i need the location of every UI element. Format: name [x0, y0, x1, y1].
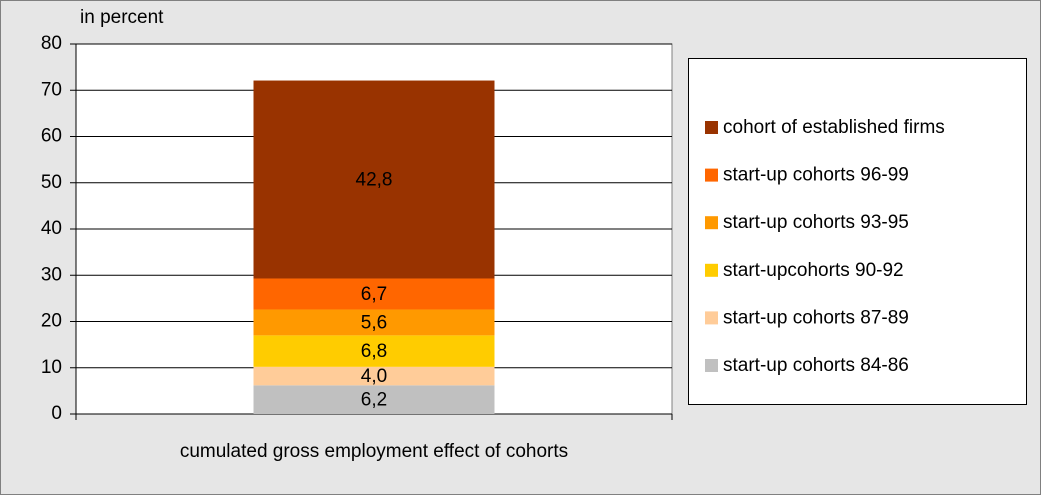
y-tick-label: 70 — [41, 79, 62, 100]
legend-swatch — [705, 168, 718, 182]
y-tick-label: 10 — [41, 357, 62, 378]
y-tick-label: 0 — [51, 403, 62, 424]
bar-segment — [253, 385, 495, 414]
legend-swatch — [705, 359, 718, 372]
bar-segment — [253, 366, 495, 386]
y-tick-label: 40 — [41, 218, 62, 239]
legend-label: start-up cohorts 93-95 — [723, 212, 909, 233]
legend — [688, 58, 1027, 405]
legend-label: start-up cohorts 84-86 — [723, 355, 909, 376]
data-label: 6,8 — [361, 341, 387, 362]
bar-segment — [253, 80, 495, 279]
data-label: 42,8 — [356, 170, 393, 191]
y-tick-label: 20 — [41, 311, 62, 332]
data-label: 6,2 — [361, 390, 387, 411]
legend-label: cohort of established firms — [723, 117, 945, 138]
bar-segment — [253, 335, 495, 367]
data-label: 5,6 — [361, 312, 387, 333]
legend-label: start-upcohorts 90-92 — [723, 260, 904, 281]
legend-label: start-up cohorts 96-99 — [723, 165, 909, 186]
y-tick-label: 50 — [41, 172, 62, 193]
x-tick-label: cumulated gross employment effect of coh… — [180, 441, 568, 462]
y-tick-label: 30 — [41, 264, 62, 285]
y-tick-label: 60 — [41, 126, 62, 147]
y-tick-label: 80 — [41, 33, 62, 54]
y-axis-label: in percent — [80, 7, 164, 28]
legend-swatch — [705, 263, 718, 277]
legend-swatch — [705, 121, 718, 134]
bar-segment — [253, 278, 495, 310]
data-label: 6,7 — [361, 284, 387, 305]
legend-label: start-up cohorts 87-89 — [723, 307, 909, 328]
legend-swatch — [705, 216, 718, 230]
data-label: 4,0 — [361, 366, 387, 387]
bar-segment — [253, 309, 495, 336]
legend-swatch — [705, 311, 718, 325]
